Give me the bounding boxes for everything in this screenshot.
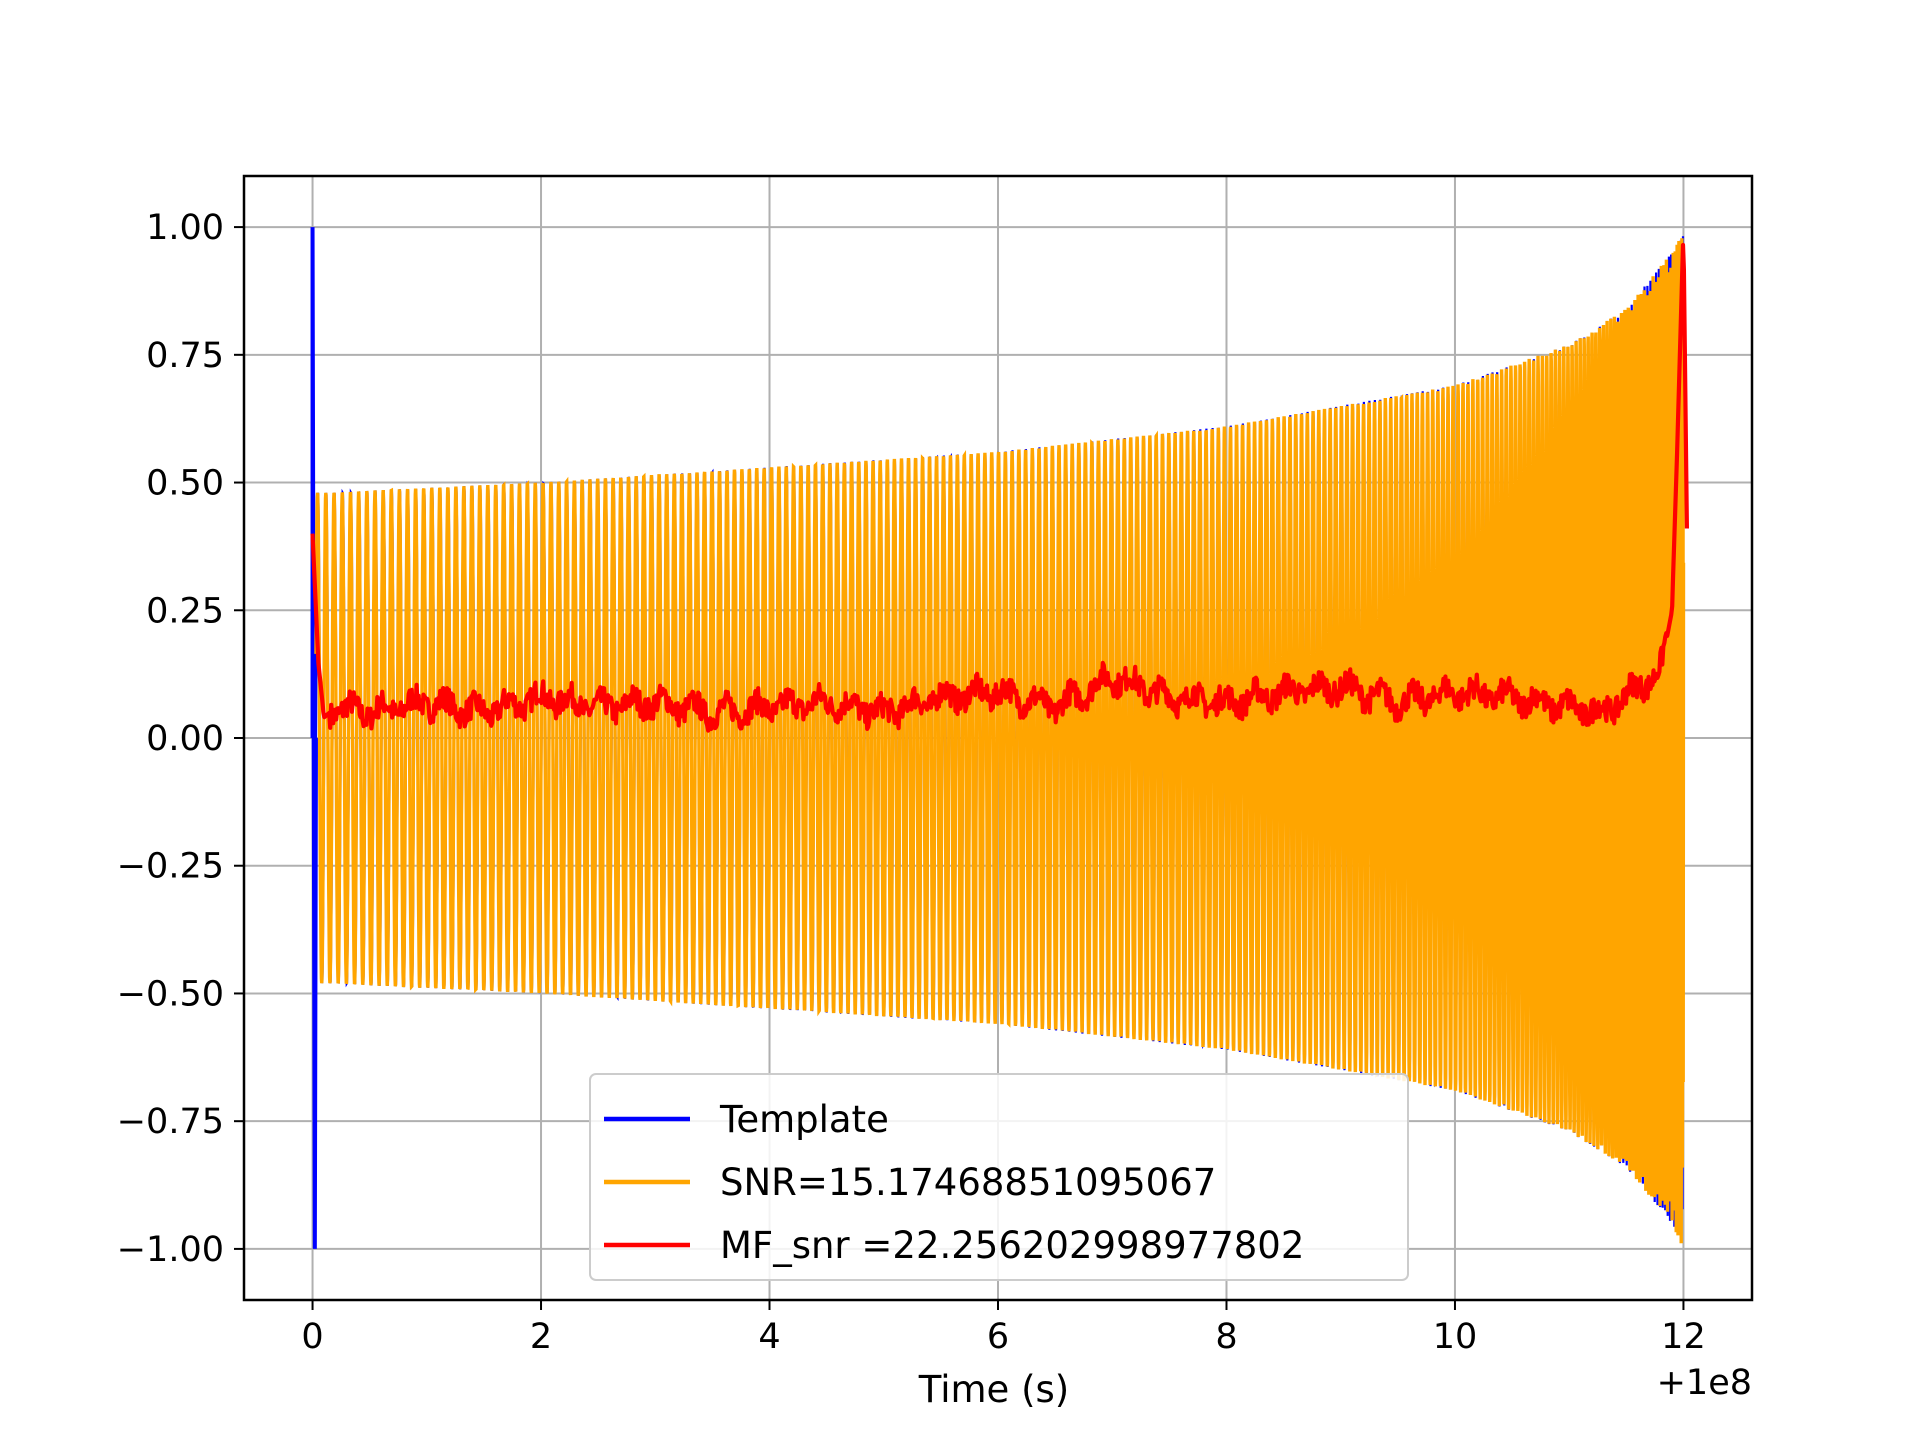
- y-tick-label-8: −1.00: [117, 1230, 224, 1270]
- y-tick-label-0: 1.00: [146, 208, 224, 248]
- x-tick-label-2: 4: [758, 1317, 780, 1357]
- y-tick-label-4: 0.00: [146, 719, 224, 759]
- y-tick-label-3: 0.25: [146, 591, 224, 631]
- legend-box: [589, 1073, 1409, 1281]
- x-tick-label-1: 2: [530, 1317, 552, 1357]
- plot-area: [310, 227, 1689, 1249]
- y-tick-label-7: −0.75: [117, 1102, 224, 1142]
- series-snr-line: [314, 238, 1686, 1244]
- legend-label-2: MF_snr =22.256202998977802: [720, 1224, 1304, 1267]
- y-tick-label-6: −0.50: [117, 974, 224, 1014]
- y-tick-label-1: 0.75: [146, 336, 224, 376]
- series-template-spike: [310, 227, 318, 1249]
- legend: Template SNR=15.17468851095067 MF_snr =22.…: [589, 1073, 1409, 1281]
- x-tick-label-4: 8: [1215, 1317, 1237, 1357]
- x-axis: 0 2 4 6 8 10 12: [301, 1300, 1706, 1357]
- y-tick-label-2: 0.50: [146, 464, 224, 504]
- y-axis: 1.00 0.75 0.50 0.25 0.00 −0.25 −0.50 −0.75 −1.00: [117, 208, 244, 1270]
- legend-label-0: Template: [719, 1098, 889, 1141]
- x-tick-label-0: 0: [301, 1317, 323, 1357]
- x-axis-offset-label: +1e8: [1657, 1363, 1752, 1403]
- x-tick-label-3: 6: [987, 1317, 1009, 1357]
- y-tick-label-5: −0.25: [117, 847, 224, 887]
- series-mf-snr-line: [310, 242, 1689, 733]
- legend-label-1: SNR=15.17468851095067: [720, 1161, 1216, 1204]
- x-tick-label-6: 12: [1661, 1317, 1706, 1357]
- x-tick-label-5: 10: [1433, 1317, 1478, 1357]
- x-axis-label: Time (s): [918, 1368, 1069, 1411]
